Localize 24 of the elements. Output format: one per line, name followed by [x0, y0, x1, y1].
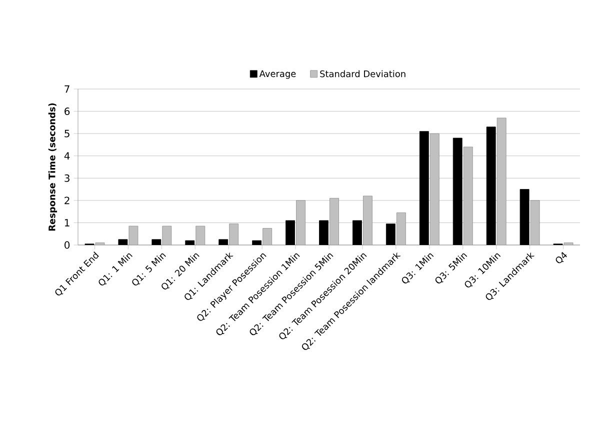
- bar: [396, 212, 406, 245]
- bar: [229, 224, 239, 245]
- bar: [330, 198, 339, 245]
- x-tick-label: Q1: 1 Min: [98, 253, 132, 286]
- bar: [196, 226, 206, 245]
- y-tick-label: 2: [64, 196, 70, 204]
- y-tick-label: 0: [64, 241, 70, 249]
- legend-label: Average: [259, 70, 296, 79]
- bar: [162, 226, 172, 245]
- bar: [296, 200, 306, 245]
- bar: [430, 133, 440, 245]
- y-tick-label: 5: [64, 130, 70, 138]
- y-tick-label: 1: [64, 219, 70, 226]
- y-tick-label: 4: [64, 152, 70, 160]
- bar: [363, 196, 372, 245]
- y-axis-title: Response Time (seconds): [48, 103, 58, 231]
- y-tick-label: 3: [64, 174, 70, 182]
- bar: [496, 118, 506, 245]
- bar: [463, 146, 473, 245]
- bar: [262, 228, 272, 245]
- y-tick-label: 6: [64, 108, 70, 116]
- y-tick-label: 7: [64, 85, 70, 93]
- x-tick-label: Q4: [556, 252, 567, 264]
- legend-label: Standard Deviation: [320, 70, 406, 78]
